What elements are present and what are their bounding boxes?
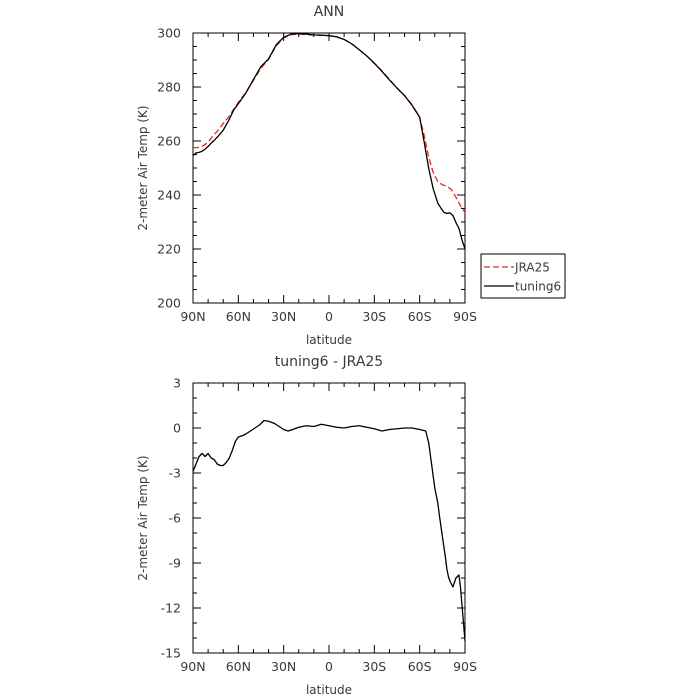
chart-panel-1: ANN 90N 60N 30N 0 30S 60S 90S 200 220 240 260 280 300… (136, 4, 566, 347)
y-tick-label: -3 (169, 466, 181, 481)
x-tick-label: 0 (325, 309, 333, 324)
y-tick-label: -6 (169, 511, 182, 526)
y-tick-label: 280 (157, 80, 181, 95)
x-tick-label: 30S (362, 659, 386, 674)
y-axis-label: 2-meter Air Temp (K) (136, 455, 150, 580)
y-tick-label: 0 (173, 421, 181, 436)
x-tick-label: 90N (180, 659, 205, 674)
x-tick-label: 60S (408, 309, 432, 324)
legend-label: tuning6 (515, 280, 561, 294)
chart-panel-2: tuning6 - JRA25 90N 60N 30N 0 30S 60S 90S 3 0 -3 -6… (136, 354, 477, 697)
chart-title: ANN (314, 4, 345, 20)
series-line-jra25 (192, 33, 466, 213)
series-line-tuning6 (192, 32, 466, 250)
y-tick-label: 300 (157, 26, 181, 41)
x-tick-label: 90S (453, 309, 477, 324)
y-tick-label: 260 (157, 134, 181, 149)
chart-title: tuning6 - JRA25 (275, 354, 383, 370)
x-tick-label: 30N (271, 659, 296, 674)
y-tick-label: -15 (161, 646, 181, 661)
y-tick-label: 220 (157, 242, 181, 257)
x-axis-label: latitude (306, 683, 352, 697)
x-tick-label: 90N (180, 309, 205, 324)
x-tick-label: 60S (408, 659, 432, 674)
x-tick-label: 0 (325, 659, 333, 674)
y-tick-label: 200 (157, 296, 181, 311)
x-tick-label: 30N (271, 309, 296, 324)
legend: JRA25 tuning6 (480, 253, 566, 299)
plot-frame (192, 382, 466, 654)
y-tick-label: 3 (173, 376, 181, 391)
y-axis-label: 2-meter Air Temp (K) (136, 105, 150, 230)
x-axis-label: latitude (306, 333, 352, 347)
x-tick-label: 60N (226, 309, 251, 324)
x-tick-label: 30S (362, 309, 386, 324)
series-line-tuning6-jra25 (192, 419, 466, 642)
y-tick-label: 240 (157, 188, 181, 203)
legend-box (480, 253, 566, 299)
y-tick-label: -12 (161, 601, 181, 616)
legend-label: JRA25 (514, 261, 550, 275)
x-tick-label: 60N (226, 659, 251, 674)
y-tick-label: -9 (169, 556, 182, 571)
x-tick-label: 90S (453, 659, 477, 674)
plot-frame (192, 32, 466, 304)
